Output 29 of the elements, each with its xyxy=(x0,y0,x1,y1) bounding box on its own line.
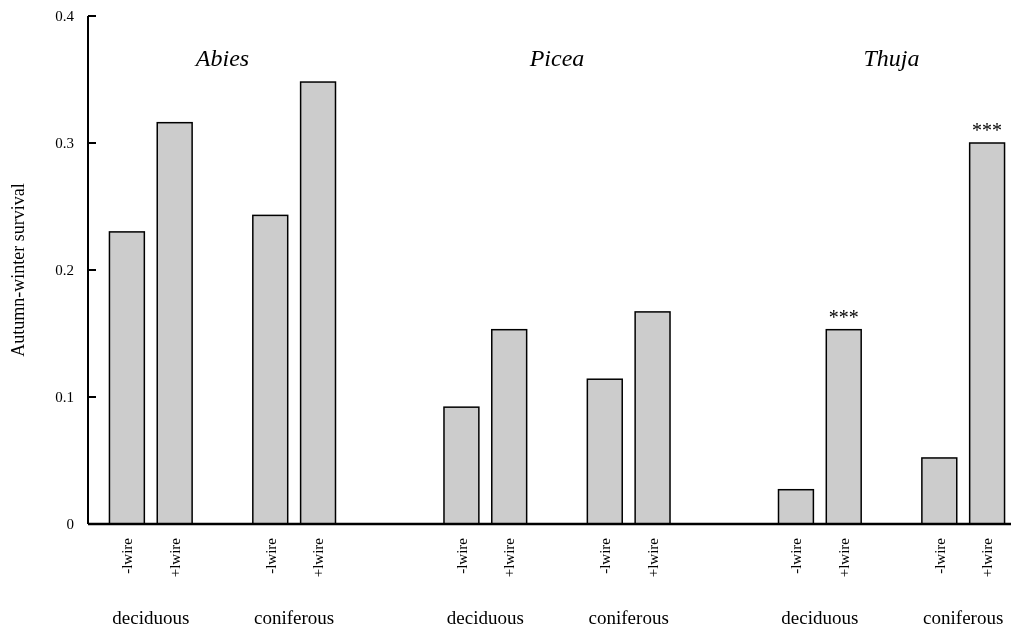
x-tick-label: -lwire xyxy=(262,537,279,574)
x-tick-label: -lwire xyxy=(453,537,470,574)
data-label: *** xyxy=(972,119,1003,141)
x-tick-label: -lwire xyxy=(597,537,614,574)
annotation: Thuja xyxy=(863,45,920,71)
y-tick-label: 0.2 xyxy=(55,262,74,279)
x-tick-label: -lwire xyxy=(931,537,948,574)
y-tick-label: 0 xyxy=(66,516,74,533)
x-tick-label: +lwire xyxy=(979,537,996,578)
y-axis-title: Autumn-winter survival xyxy=(8,183,28,357)
x-tick-label: -lwire xyxy=(119,537,136,574)
x-tick-label: +lwire xyxy=(835,537,852,578)
x-tick-label: +lwire xyxy=(501,537,518,578)
text: coniferous xyxy=(923,607,1004,628)
text: deciduous xyxy=(446,607,524,628)
x-tick-label: -lwire xyxy=(788,537,805,574)
text: coniferous xyxy=(254,607,335,628)
y-tick-label: 0.1 xyxy=(55,389,74,406)
y-tick-label: 0.4 xyxy=(55,8,75,25)
text: coniferous xyxy=(588,607,669,628)
annotation: Abies xyxy=(193,45,250,71)
text: deciduous xyxy=(781,607,859,628)
data-label: *** xyxy=(828,305,859,328)
annotation: Picea xyxy=(528,45,585,71)
x-tick-label: +lwire xyxy=(644,537,661,578)
text: deciduous xyxy=(112,607,190,628)
x-tick-label: +lwire xyxy=(310,537,327,578)
y-tick-label: 0.3 xyxy=(55,135,74,152)
x-tick-label: +lwire xyxy=(166,537,183,578)
